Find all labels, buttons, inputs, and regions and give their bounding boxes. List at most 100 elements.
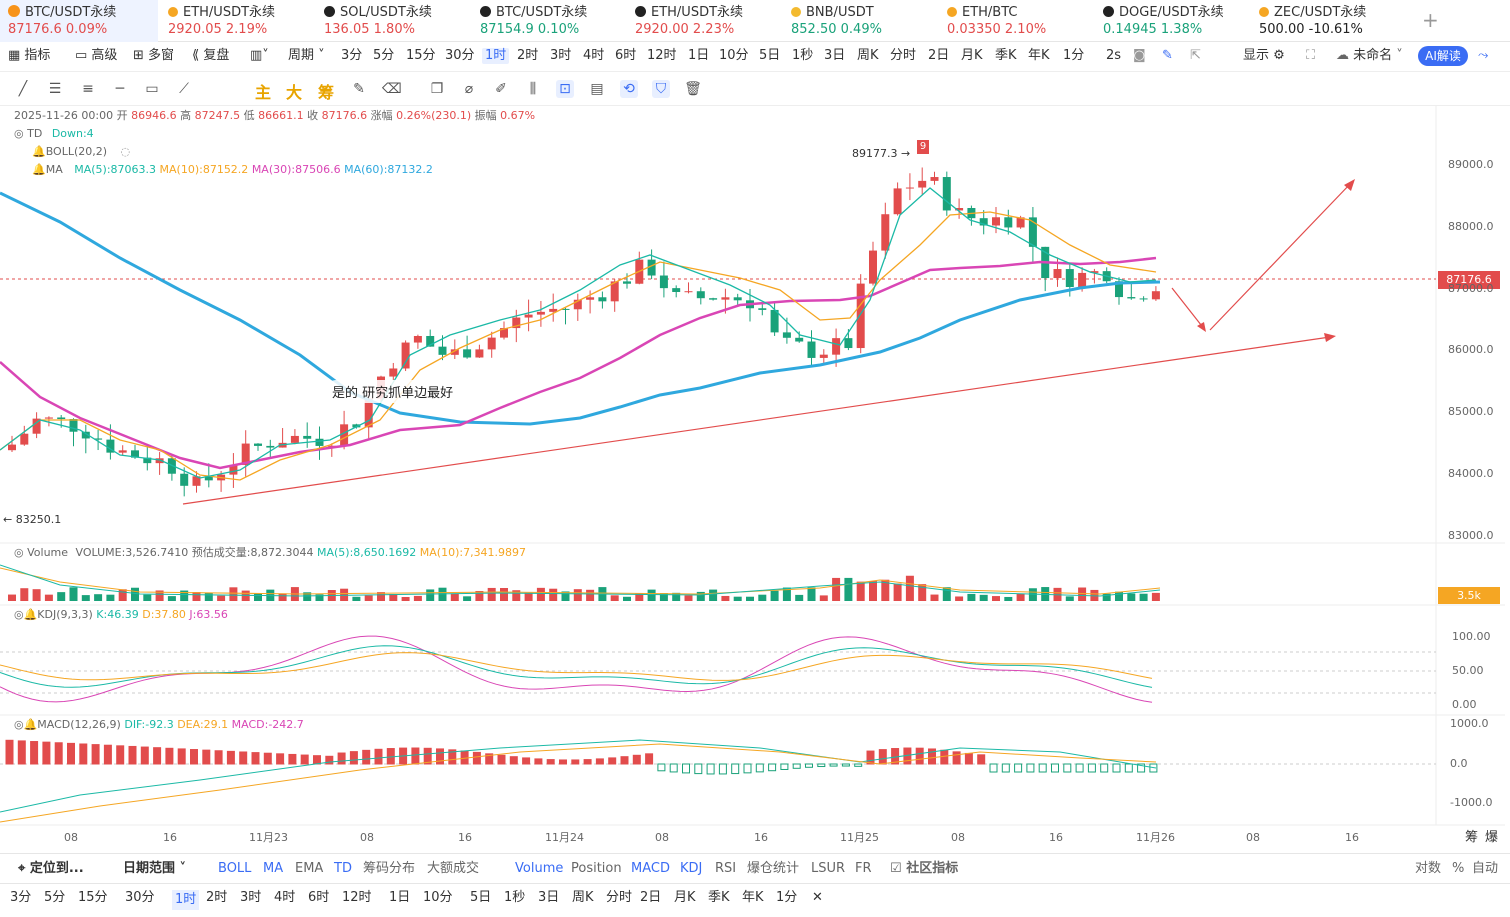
fullscreen-icon[interactable]: ⛶: [1306, 48, 1316, 63]
period-1s[interactable]: 1秒: [792, 48, 814, 63]
period-1d[interactable]: 1日: [688, 48, 710, 63]
ticker-tab-2[interactable]: SOL/USDT永续 136.05 1.80%: [316, 0, 470, 42]
period-1min[interactable]: 1分: [1063, 48, 1085, 63]
ticker-tab-8[interactable]: ZEC/USDT永续 500.00 -10.61%: [1251, 0, 1411, 42]
shortcut-period-9[interactable]: 12时: [342, 890, 372, 905]
ticker-tab-0[interactable]: BTC/USDT永续 87176.6 0.09%: [0, 0, 158, 42]
log-scale-toggle[interactable]: 对数: [1415, 861, 1442, 876]
chart-type-icon[interactable]: ▥˅: [250, 48, 269, 63]
ind-lsur[interactable]: LSUR: [811, 861, 846, 876]
ticker-tab-6[interactable]: ETH/BTC 0.03350 2.10%: [939, 0, 1093, 42]
indicator-button[interactable]: ▦ 指标: [8, 48, 51, 63]
period-4h[interactable]: 4时: [583, 48, 605, 63]
shortcut-period-5[interactable]: 2时: [206, 890, 228, 905]
axis-corner-toggle[interactable]: 爆: [1485, 830, 1499, 845]
trash-tool-icon[interactable]: 🗑: [684, 81, 702, 97]
shortcut-period-14[interactable]: 3日: [538, 890, 560, 905]
shortcut-period-12[interactable]: 5日: [470, 890, 492, 905]
period-2d[interactable]: 2日: [928, 48, 950, 63]
layout-name-dropdown[interactable]: ☁ 未命名 ˅: [1336, 48, 1403, 63]
shortcut-period-10[interactable]: 1日: [389, 890, 411, 905]
brush-tool-icon[interactable]: ⟋: [179, 81, 189, 97]
auto-scale-toggle[interactable]: 自动: [1472, 861, 1499, 876]
camera-icon[interactable]: ◙: [1133, 48, 1146, 63]
shortcut-period-15[interactable]: 周K: [572, 890, 594, 905]
ind-kdj[interactable]: KDJ: [680, 861, 703, 876]
chart-note[interactable]: 是的 研究抓单边最好: [326, 380, 460, 403]
locate-button[interactable]: ⌖ 定位到...: [18, 861, 84, 876]
main-force-tool[interactable]: 主: [255, 83, 272, 102]
pen-icon[interactable]: ✎: [1162, 48, 1173, 63]
edit-tool-icon[interactable]: ✎: [353, 81, 365, 97]
cycle-tool-icon[interactable]: ⟲: [620, 80, 638, 98]
ind-chips[interactable]: 筹码分布: [363, 861, 416, 876]
advanced-button[interactable]: ▭ 高级: [75, 48, 118, 63]
ticker-tab-4[interactable]: ETH/USDT永续 2920.00 2.23%: [627, 0, 781, 42]
shortcut-period-4[interactable]: 1时: [172, 890, 200, 910]
shortcut-period-16[interactable]: 分时: [606, 890, 633, 905]
shortcut-period-11[interactable]: 10分: [423, 890, 453, 905]
hlines-tool-icon[interactable]: ☰: [48, 81, 62, 97]
shortcut-period-19[interactable]: 季K: [708, 890, 730, 905]
axis-corner-toggle[interactable]: 筹: [1465, 830, 1479, 845]
share-network-icon[interactable]: ⤳: [1478, 48, 1489, 63]
period-3d[interactable]: 3日: [824, 48, 846, 63]
line-tool-icon[interactable]: ╱: [18, 81, 28, 97]
lock-tool-icon[interactable]: ⊡: [556, 80, 574, 98]
period-season[interactable]: 季K: [995, 48, 1017, 63]
ind-macd[interactable]: MACD: [631, 861, 670, 876]
ind-liquidation[interactable]: 爆仓统计: [747, 861, 800, 876]
ind-ma[interactable]: MA: [263, 861, 284, 876]
boll-legend[interactable]: 🔔BOLL(20,2) ◌: [32, 145, 131, 158]
ind-community[interactable]: ☑ 社区指标: [890, 861, 959, 876]
replay-button[interactable]: ⟪ 复盘: [192, 48, 230, 63]
period-5d[interactable]: 5日: [759, 48, 781, 63]
date-range-dropdown[interactable]: 日期范围 ˅: [123, 861, 187, 876]
shortcut-period-17[interactable]: 2日: [640, 890, 662, 905]
add-ticker-icon[interactable]: +: [1422, 8, 1439, 32]
eraser-tool-icon[interactable]: ⌫: [382, 81, 402, 97]
candle-tool-icon[interactable]: ⫼: [529, 81, 537, 97]
period-15m[interactable]: 15分: [406, 48, 436, 63]
channel-tool-icon[interactable]: ≡: [82, 81, 94, 97]
note-tool-icon[interactable]: ▤: [590, 81, 604, 97]
macd-legend[interactable]: ◎🔔MACD(12,26,9) DIF:-92.3 DEA:29.1 MACD:…: [14, 718, 304, 731]
ind-td[interactable]: TD: [334, 861, 352, 876]
ind-rsi[interactable]: RSI: [715, 861, 737, 876]
period-1h[interactable]: 1时: [482, 48, 510, 64]
period-month[interactable]: 月K: [961, 48, 983, 63]
ma-legend[interactable]: 🔔MA MA(5):87063.3 MA(10):87152.2 MA(30):…: [32, 163, 433, 176]
ticker-tab-1[interactable]: ETH/USDT永续 2920.05 2.19%: [160, 0, 314, 42]
filter-tool-icon[interactable]: ⛉: [652, 80, 670, 98]
ticker-tab-7[interactable]: DOGE/USDT永续 0.14945 1.38%: [1095, 0, 1249, 42]
multi-window-button[interactable]: ⊞ 多窗: [133, 48, 175, 63]
shortcut-period-1[interactable]: 5分: [44, 890, 66, 905]
chips-tool[interactable]: 筹: [318, 83, 335, 102]
period-week[interactable]: 周K: [857, 48, 879, 63]
share-icon[interactable]: ⇱: [1190, 48, 1201, 63]
period-dropdown[interactable]: 周期 ˅: [288, 48, 325, 63]
pencil-tool-icon[interactable]: ✐: [495, 81, 507, 97]
ticker-tab-3[interactable]: BTC/USDT永续 87154.9 0.10%: [472, 0, 626, 42]
shortcut-period-8[interactable]: 6时: [308, 890, 330, 905]
period-3m[interactable]: 3分: [341, 48, 363, 63]
td-legend[interactable]: ◎ TD Down:4: [14, 127, 94, 140]
ind-volume[interactable]: Volume: [515, 861, 564, 876]
rect-tool-icon[interactable]: ▭: [145, 81, 159, 97]
shortcut-period-18[interactable]: 月K: [674, 890, 696, 905]
ticker-tab-5[interactable]: BNB/USDT 852.50 0.49%: [783, 0, 937, 42]
ai-read-button[interactable]: AI解读: [1418, 46, 1468, 66]
period-5m[interactable]: 5分: [373, 48, 395, 63]
period-timeline[interactable]: 分时: [890, 48, 917, 63]
period-30m[interactable]: 30分: [445, 48, 475, 63]
refresh-interval[interactable]: 2s: [1106, 48, 1122, 63]
ind-big-trades[interactable]: 大额成交: [427, 861, 480, 876]
period-2h[interactable]: 2时: [517, 48, 539, 63]
ind-position[interactable]: Position: [571, 861, 622, 876]
shortcut-period-7[interactable]: 4时: [274, 890, 296, 905]
ind-ema[interactable]: EMA: [295, 861, 324, 876]
shortcut-period-6[interactable]: 3时: [240, 890, 262, 905]
period-3h[interactable]: 3时: [550, 48, 572, 63]
period-12h[interactable]: 12时: [647, 48, 677, 63]
